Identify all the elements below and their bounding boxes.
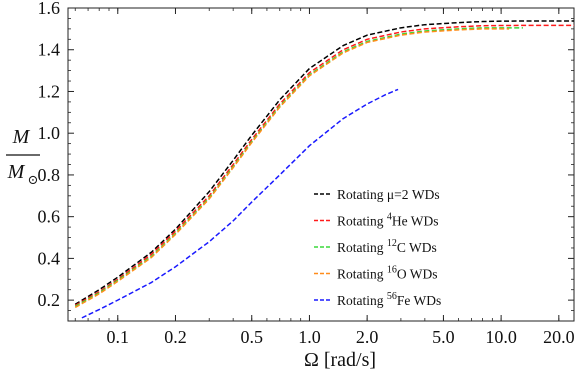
y-tick-label: 1.0 xyxy=(38,123,61,143)
x-tick-label: 0.2 xyxy=(164,327,187,347)
y-tick-label: 0.4 xyxy=(38,248,61,268)
legend-label: Rotating 4He WDs xyxy=(337,212,439,229)
legend-item-5: Rotating 56Fe WDs xyxy=(314,291,441,308)
series-line-4 xyxy=(74,28,510,309)
legend: Rotating μ=2 WDs Rotating 4He WDs Rotating… xyxy=(314,187,441,308)
y-tick-label: 0.6 xyxy=(38,207,61,227)
legend-item-4: Rotating 16O WDs xyxy=(314,265,438,282)
legend-item-3: Rotating 12C WDs xyxy=(314,238,437,255)
legend-label: Rotating 56Fe WDs xyxy=(337,291,441,308)
x-tick-label: 20.0 xyxy=(543,327,575,347)
x-tick-label: 10.0 xyxy=(485,327,517,347)
x-tick-label: 2.0 xyxy=(356,327,379,347)
y-tick-label: 0.2 xyxy=(38,290,61,310)
y-tick-label: 1.4 xyxy=(38,40,61,60)
series-layer xyxy=(74,20,574,319)
y-axis-title-numerator: M xyxy=(12,126,31,148)
y-axis-title-sun-symbol: ⊙ xyxy=(28,172,39,187)
x-tick-label: 0.5 xyxy=(240,327,263,347)
y-axis-title: M M ⊙ xyxy=(6,126,40,187)
x-tick-label: 0.1 xyxy=(107,327,130,347)
y-tick-label: 1.6 xyxy=(38,0,61,18)
y-axis-ticks: 0.2 0.4 0.6 0.8 1.0 1.2 1.4 1.6 xyxy=(38,0,574,322)
legend-label: Rotating 16O WDs xyxy=(337,265,438,282)
y-tick-label: 1.2 xyxy=(38,81,61,101)
x-tick-label: 1.0 xyxy=(298,327,321,347)
legend-label: Rotating μ=2 WDs xyxy=(337,187,440,202)
x-tick-label: 5.0 xyxy=(432,327,455,347)
series-line-2 xyxy=(74,24,574,307)
series-line-1 xyxy=(74,20,574,305)
legend-item-2: Rotating 4He WDs xyxy=(314,212,439,229)
y-axis-title-denominator: M xyxy=(7,161,26,183)
legend-label: Rotating 12C WDs xyxy=(337,238,437,255)
series-line-5 xyxy=(81,88,399,319)
y-tick-label: 0.8 xyxy=(38,165,61,185)
x-axis-title: Ω [rad/s] xyxy=(304,349,376,371)
x-axis-ticks: 0.1 0.2 0.5 1.0 2.0 5.0 10.0 20.0 xyxy=(107,8,575,347)
legend-item-1: Rotating μ=2 WDs xyxy=(314,187,440,202)
